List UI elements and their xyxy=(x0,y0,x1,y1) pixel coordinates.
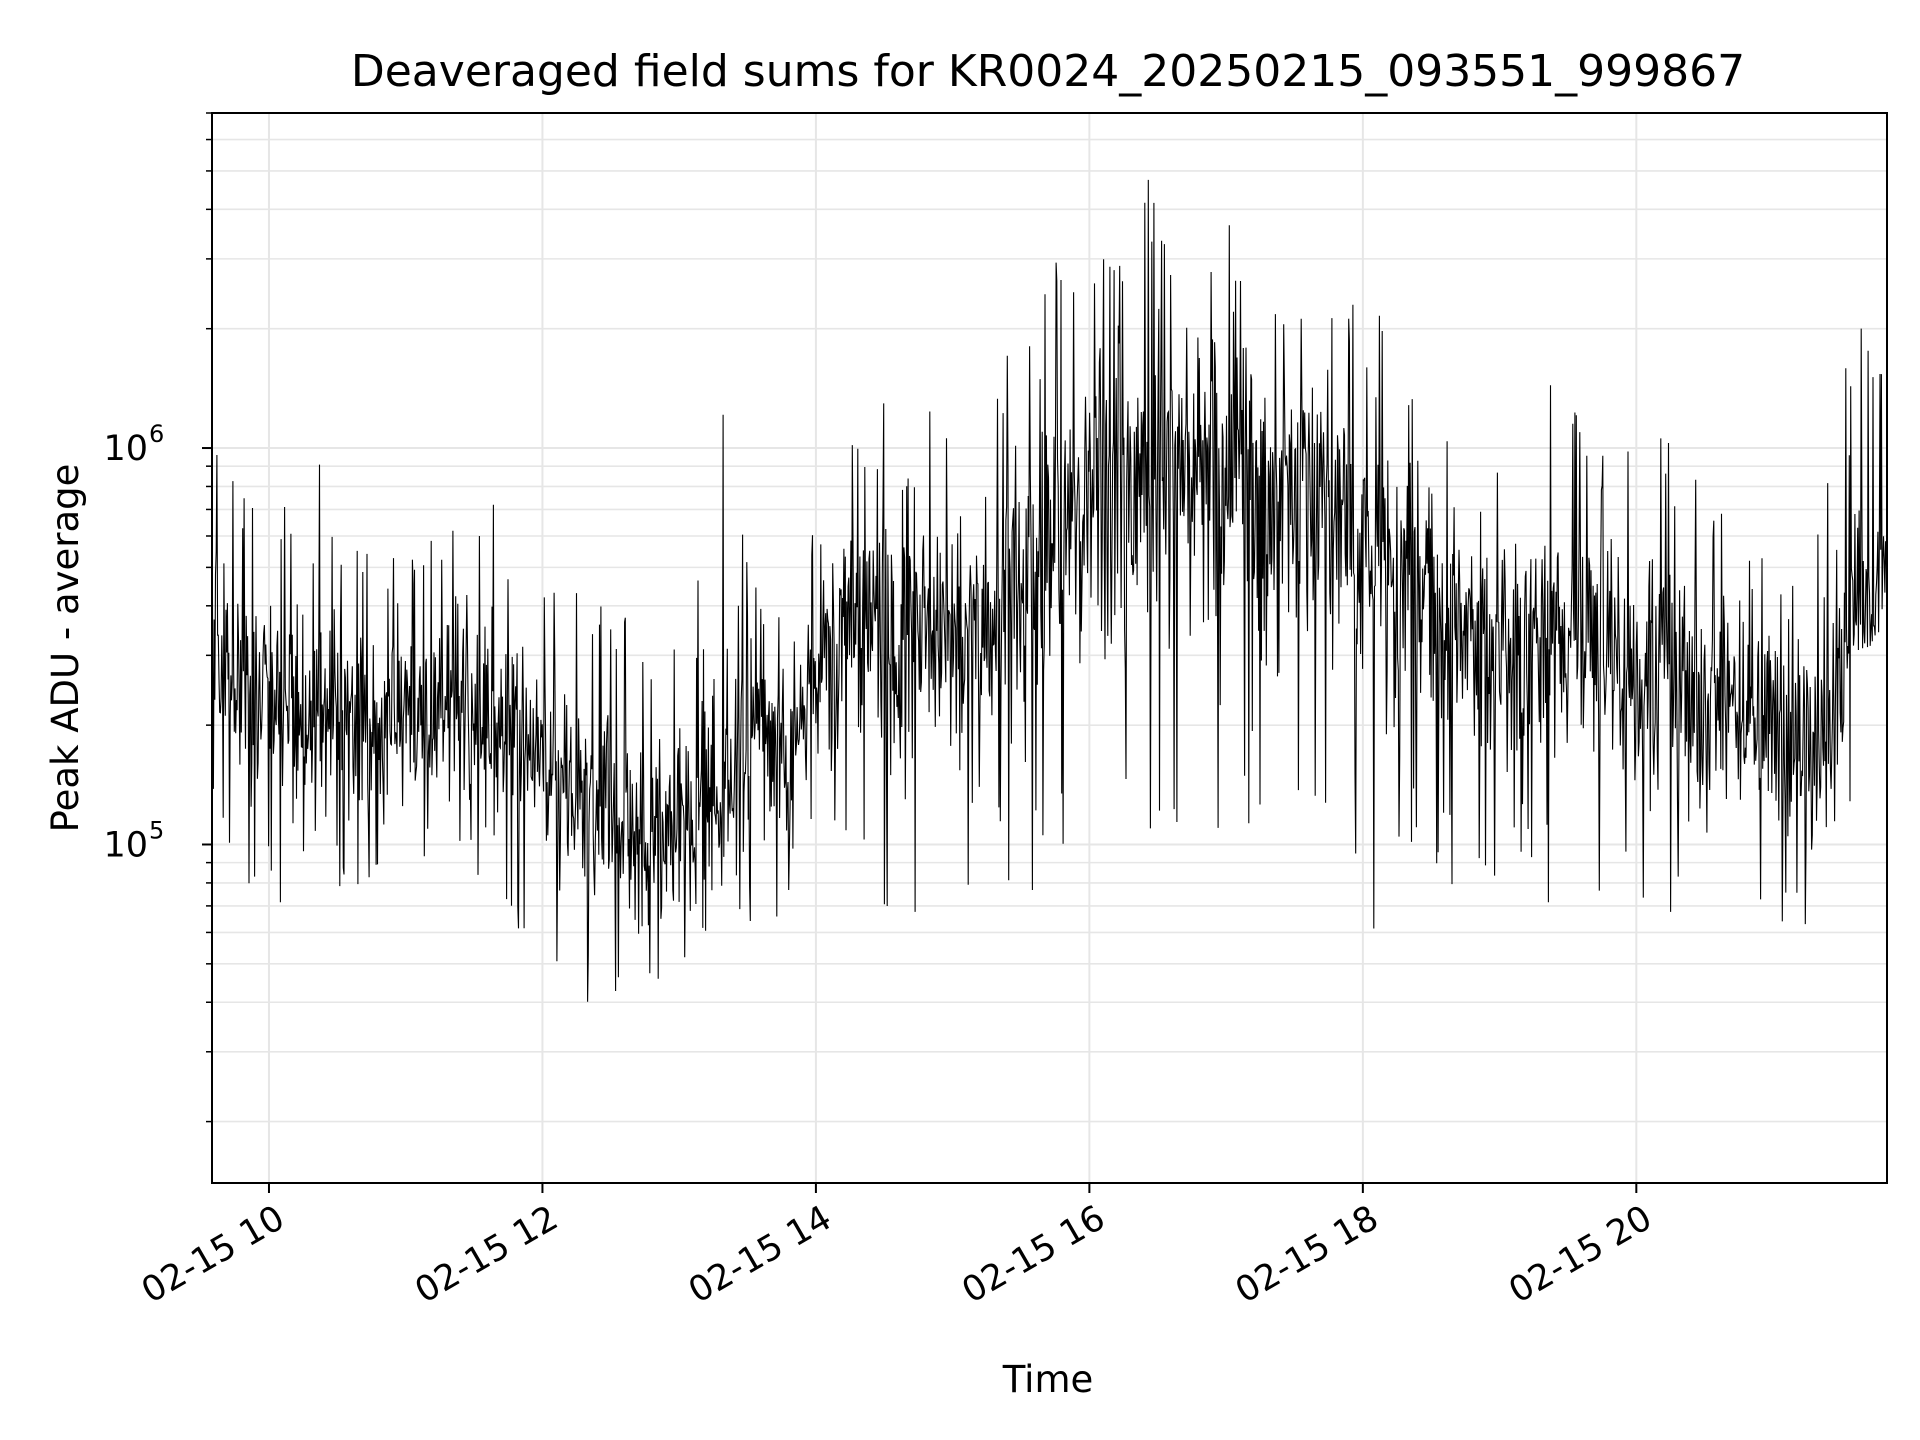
y-tick-label-exponent: 6 xyxy=(149,420,164,448)
chart-title: Deaveraged field sums for KR0024_2025021… xyxy=(351,46,1745,97)
y-tick-label: 10 xyxy=(103,429,148,469)
y-axis-label: Peak ADU - average xyxy=(44,464,87,833)
x-axis-label: Time xyxy=(1002,1358,1094,1401)
plot-frame xyxy=(211,112,1888,1184)
axis-ticks xyxy=(202,112,1638,1193)
y-tick-label: 10 xyxy=(103,825,148,865)
data-series xyxy=(211,179,1888,1002)
series-line xyxy=(211,179,1888,1002)
y-tick-label-exponent: 5 xyxy=(149,816,164,844)
